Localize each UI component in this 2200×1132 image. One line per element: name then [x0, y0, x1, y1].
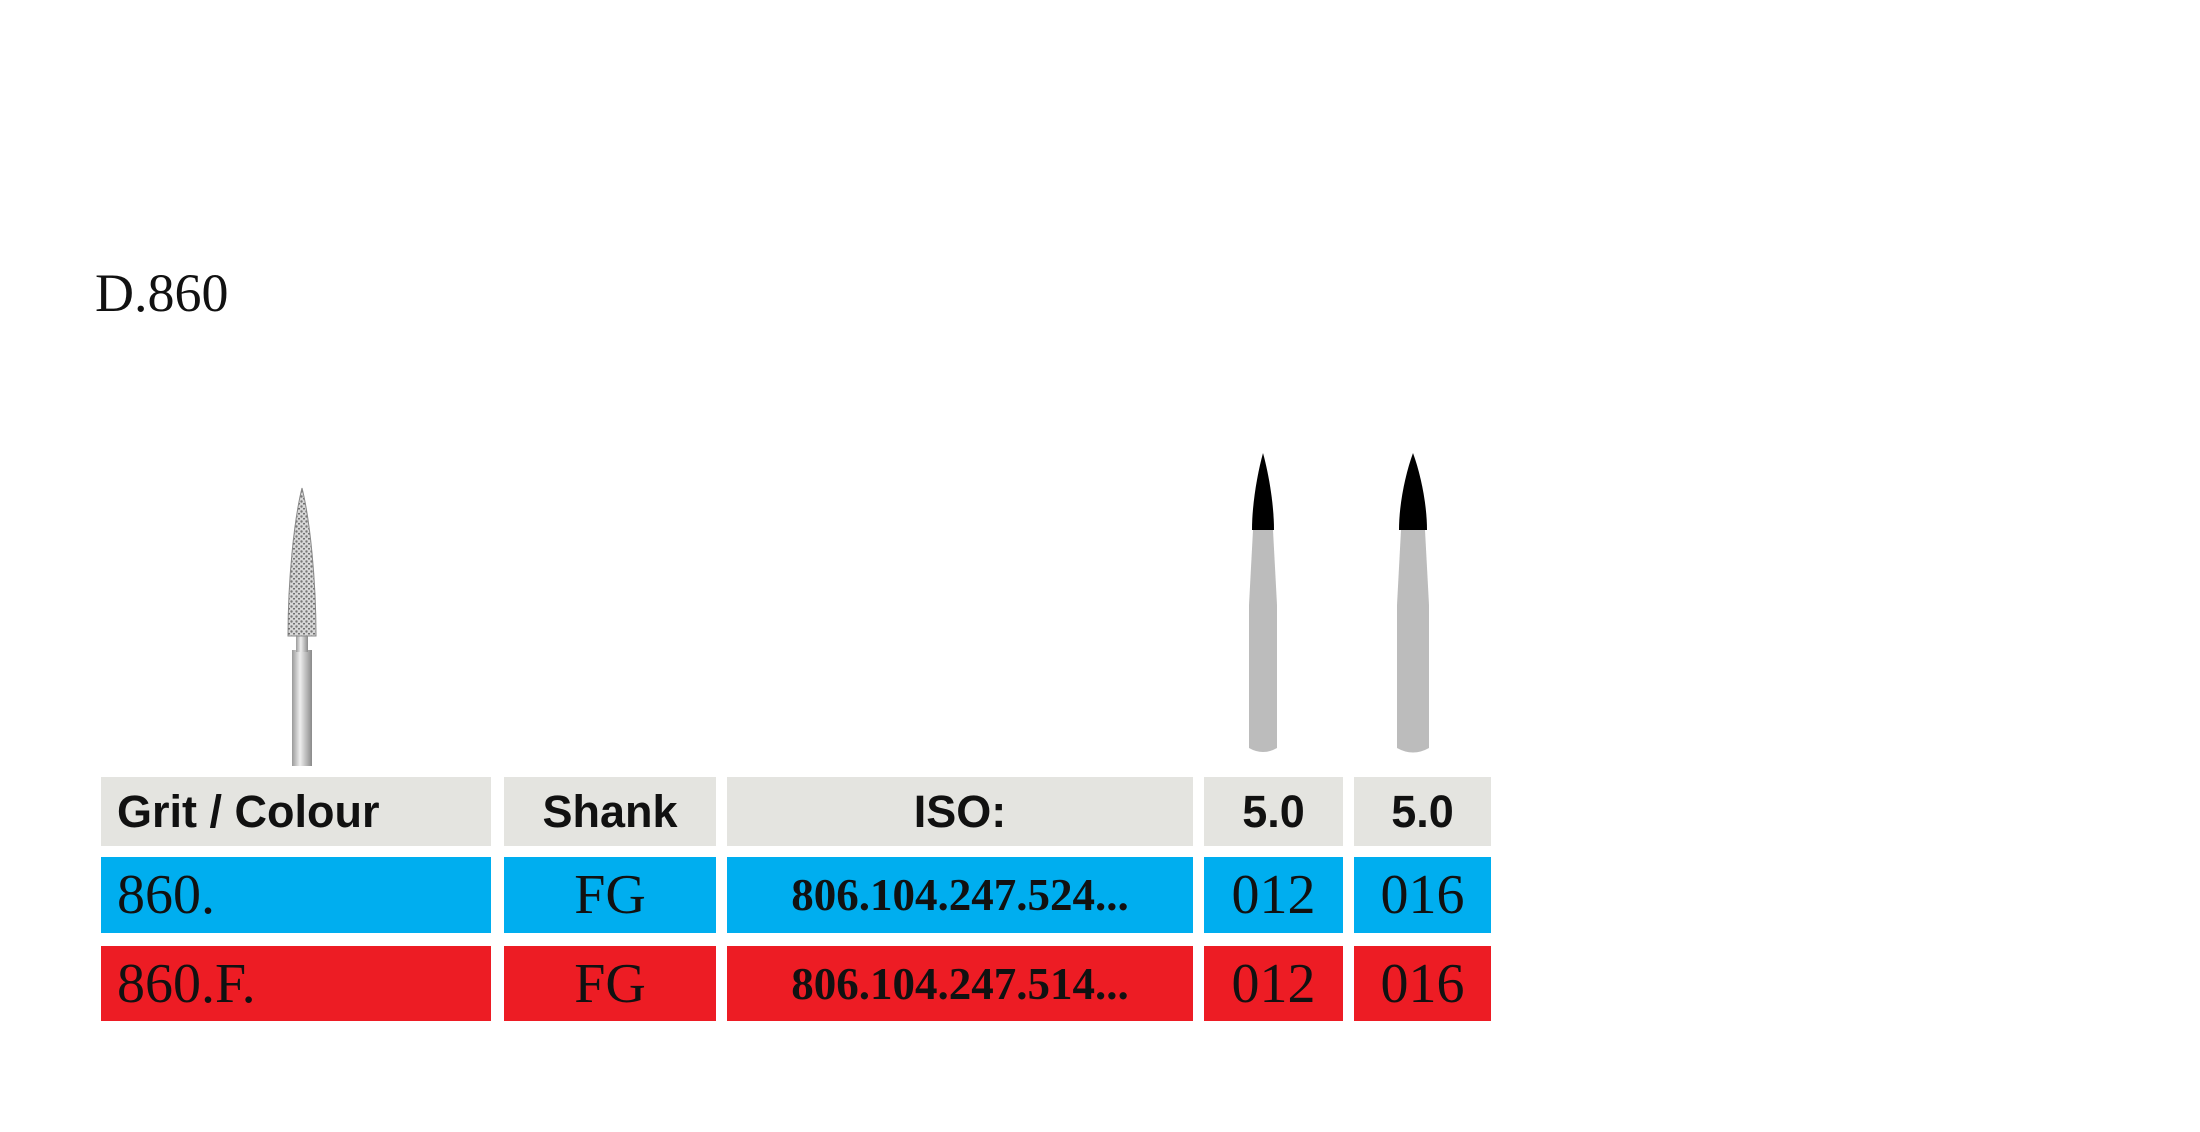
header-cell: ISO:	[727, 777, 1193, 846]
header-cell: 5.0	[1204, 777, 1343, 846]
table-cell: 860.	[101, 857, 491, 933]
header-cell: Grit / Colour	[101, 777, 491, 846]
header-cell: Shank	[504, 777, 716, 846]
table-cell: FG	[504, 857, 716, 933]
table-cell: 806.104.247.514...	[727, 946, 1193, 1021]
table-cell: 860.F.	[101, 946, 491, 1021]
table-cell: 806.104.247.524...	[727, 857, 1193, 933]
header-cell: 5.0	[1354, 777, 1491, 846]
table-cell: 016	[1354, 857, 1491, 933]
table-cell: 016	[1354, 946, 1491, 1021]
bur-icon	[1397, 453, 1429, 753]
diamond-bur	[287, 487, 317, 766]
table-cell: 012	[1204, 857, 1343, 933]
product-title: D.860	[95, 263, 229, 323]
table-cell: FG	[504, 946, 716, 1021]
table-cell: 012	[1204, 946, 1343, 1021]
bur-icon	[1249, 453, 1277, 752]
